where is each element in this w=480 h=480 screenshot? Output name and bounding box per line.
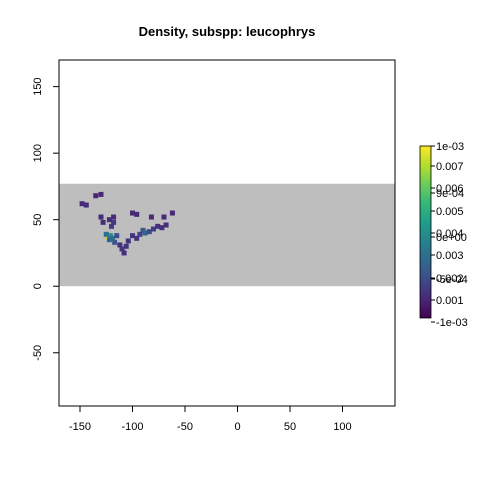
chart-title: Density, subspp: leucophrys	[139, 24, 316, 39]
density-cell	[111, 219, 117, 225]
x-tick-label: -50	[177, 421, 193, 433]
density-cell	[121, 250, 127, 256]
x-tick-label: -100	[121, 421, 143, 433]
legend-label: 0.004	[436, 228, 464, 240]
density-cell	[117, 242, 123, 248]
density-cell	[155, 223, 161, 229]
legend-label: -1e-03	[436, 317, 468, 329]
density-cell	[130, 210, 135, 216]
density-cell	[163, 222, 169, 228]
x-tick-label: 100	[333, 421, 351, 433]
legend-label: 0.006	[436, 183, 464, 195]
density-cell	[137, 231, 143, 237]
density-cell	[130, 233, 135, 239]
density-cell	[110, 235, 116, 241]
y-tick-label: -50	[32, 345, 44, 361]
density-cell	[123, 243, 129, 249]
density-cell	[151, 226, 156, 232]
x-tick-label: 50	[284, 421, 296, 433]
density-cells	[79, 191, 175, 256]
density-cell	[109, 223, 114, 229]
density-cell	[119, 246, 125, 252]
density-cell	[106, 237, 112, 243]
density-cell	[161, 214, 167, 220]
color-legend: 1e-03 0.007 0.006 0.005 0.004 0.003 0.002 0.001…	[419, 141, 468, 329]
x-axis: -150 -100 -50 0 50 100	[69, 405, 352, 433]
y-axis: -50 0 50 100 150	[32, 77, 60, 361]
density-cell	[159, 225, 165, 231]
density-cell	[125, 238, 131, 244]
density-cell	[148, 214, 154, 220]
legend-label: 0.005	[436, 206, 464, 218]
density-cell	[140, 227, 146, 233]
density-cell	[134, 235, 140, 241]
density-cell	[112, 239, 118, 245]
legend-label: 1e-03	[436, 141, 464, 153]
y-tick-label: 0	[32, 283, 44, 289]
legend-colorbar	[419, 145, 432, 319]
x-tick-label: -150	[69, 421, 91, 433]
density-cell	[79, 201, 85, 207]
density-cell	[146, 229, 152, 235]
y-tick-label: 100	[32, 144, 44, 162]
legend-label: 0e+00	[436, 232, 467, 244]
density-cell	[103, 231, 109, 237]
density-cell	[100, 219, 106, 225]
legend-label: 0.003	[436, 250, 464, 262]
density-cell	[134, 211, 140, 217]
density-cell	[142, 230, 148, 236]
y-tick-label: 150	[32, 77, 44, 95]
density-cell	[83, 202, 89, 208]
density-cell	[98, 214, 104, 220]
density-cell	[93, 193, 99, 199]
y-tick-label: 50	[32, 214, 44, 226]
legend-label: 0.001	[436, 295, 464, 307]
density-cell	[111, 214, 117, 220]
legend-label: 9e-04	[436, 188, 464, 200]
x-tick-label: 0	[234, 421, 240, 433]
density-cell	[98, 191, 104, 197]
density-cell	[169, 210, 175, 216]
legend-label: 0.007	[436, 161, 464, 173]
legend-label: 0.002	[436, 273, 464, 285]
legend-label: -5e-04	[436, 274, 468, 286]
density-cell	[114, 233, 120, 239]
density-cell	[107, 233, 113, 239]
density-cell	[106, 217, 112, 223]
